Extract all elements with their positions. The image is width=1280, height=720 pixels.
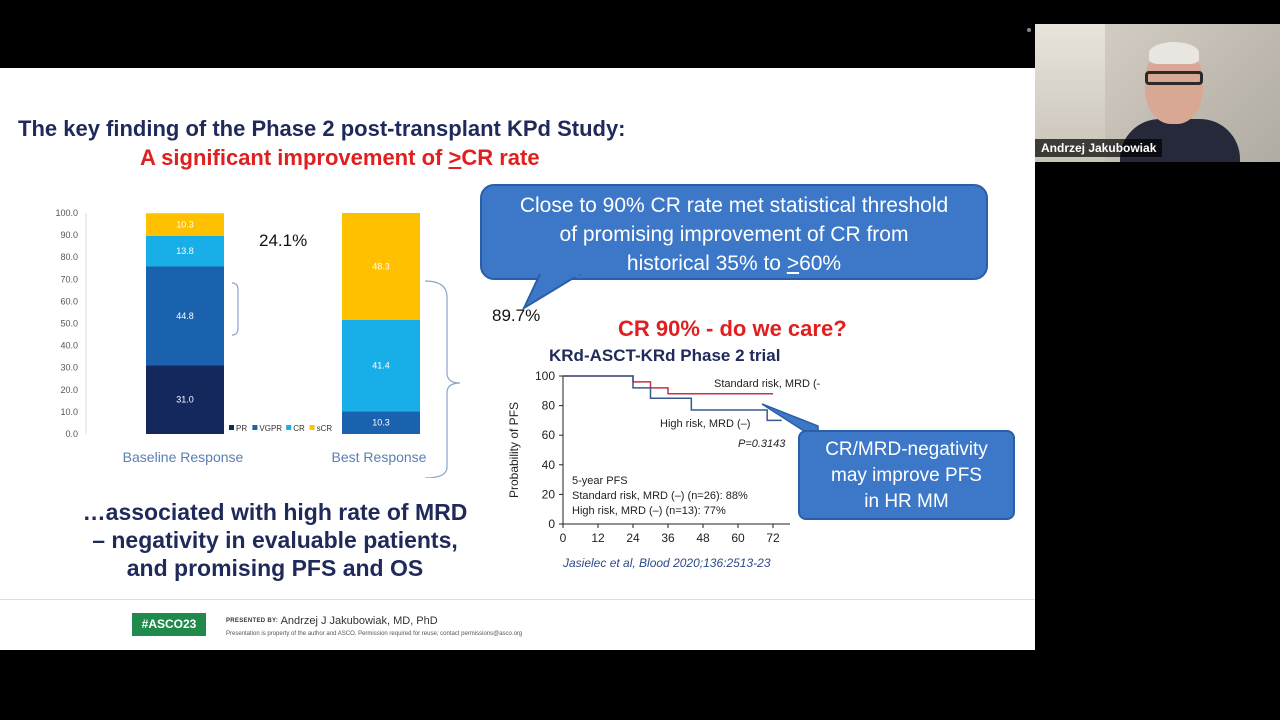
km-x-tick-label: 60 — [731, 531, 745, 545]
km-5yr-high: High risk, MRD (–) (n=13): 77% — [572, 505, 726, 517]
mrd-callout: CR/MRD-negativity may improve PFS in HR … — [798, 430, 1015, 520]
callout-line-1: Close to 90% CR rate met statistical thr… — [519, 194, 949, 217]
bracket-best — [424, 280, 461, 478]
legend-label: CR — [293, 424, 305, 433]
cr90-heading: CR 90% - do we care? — [618, 316, 847, 341]
bar-segment-cr — [342, 319, 420, 412]
legend-swatch — [252, 425, 258, 430]
bracket-baseline — [231, 282, 239, 336]
bracket-label-best: 89.7% — [492, 306, 541, 325]
y-tick-label: 40.0 — [60, 341, 78, 351]
presented-by-label: PRESENTED BY: — [226, 618, 279, 625]
y-tick-label: 90.0 — [60, 230, 78, 240]
bar-segment-scr — [146, 213, 224, 236]
y-tick-label: 30.0 — [60, 363, 78, 373]
response-bar-chart: 0.0 10.0 20.0 30.0 40.0 50.0 60.0 70.0 80.0 90.0 1… — [55, 208, 461, 478]
presentation-slide: The key finding of the Phase 2 post-tran… — [0, 68, 1035, 650]
subtitle-pre: A significant improvement of — [140, 145, 449, 170]
cr-rate-callout: Close to 90% CR rate met statistical thr… — [480, 184, 988, 280]
slide-subtitle: A significant improvement of >CR rate — [140, 145, 540, 171]
callout-gte-symbol: > — [786, 252, 800, 275]
callout-line-3: historical 35% to >60% — [482, 249, 986, 278]
asco-hashtag-badge: #ASCO23 — [132, 613, 206, 636]
km-y-tick-label: 60 — [542, 428, 556, 442]
citation: Jasielec et al, Blood 2020;136:2513-23 — [563, 556, 771, 570]
assoc-line-3: and promising PFS and OS — [126, 555, 424, 581]
y-tick-label: 10.0 — [60, 407, 78, 417]
mrd-callout-line-2: may improve PFS — [831, 465, 982, 486]
subtitle-post: CR rate — [461, 145, 540, 170]
legend-label: PR — [236, 424, 247, 433]
slide-title: The key finding of the Phase 2 post-tran… — [18, 116, 626, 141]
km-x-tick-label: 72 — [766, 531, 780, 545]
km-y-tick-label: 100 — [535, 369, 555, 383]
bar-data-label: 31.0 — [176, 395, 194, 405]
category-label: Best Response — [332, 449, 427, 465]
km-annotation-high: High risk, MRD (–) — [660, 418, 750, 430]
legend-swatch — [286, 425, 292, 430]
callout-tail — [521, 274, 582, 310]
legend-swatch — [229, 425, 234, 430]
callout-line-2: of promising improvement of CR from — [559, 223, 909, 246]
km-x-tick-label: 36 — [661, 531, 675, 545]
callout-line-3-pre: historical 35% to — [626, 252, 787, 275]
km-annotation-standard: Standard risk, MRD (–) — [714, 378, 820, 390]
bar-data-label: 10.3 — [176, 220, 194, 230]
km-pvalue: P=0.3143 — [738, 438, 786, 450]
footer-divider — [0, 599, 1035, 600]
bar-segment-scr — [342, 213, 420, 320]
km-x-tick-label: 48 — [696, 531, 710, 545]
km-x-tick-label: 24 — [626, 531, 640, 545]
km-5yr-heading: 5-year PFS — [572, 475, 628, 487]
bar-data-label: 48.3 — [372, 261, 390, 271]
bracket-label-baseline: 24.1% — [259, 231, 308, 250]
y-tick-label: 60.0 — [60, 296, 78, 306]
pfs-km-chart: 0 20 40 60 80 100 0 12 24 36 48 60 72 Probability of … — [507, 369, 820, 545]
km-y-tick-label: 0 — [548, 517, 555, 531]
y-tick-label: 20.0 — [60, 385, 78, 395]
presented-by: PRESENTED BY: Andrzej J Jakubowiak, MD, … — [226, 615, 438, 627]
krd-trial-heading: KRd-ASCT-KRd Phase 2 trial — [549, 346, 781, 365]
km-y-tick-label: 20 — [542, 487, 556, 501]
km-curve-high-risk — [563, 375, 782, 422]
callout-line-3-post: 60% — [799, 252, 842, 275]
window-dot — [1027, 28, 1031, 32]
participant-name-label: Andrzej Jakubowiak — [1035, 139, 1163, 157]
mrd-callout-line-3: in HR MM — [864, 491, 949, 512]
bar-data-label: 41.4 — [372, 360, 390, 370]
copyright-disclaimer: Presentation is property of the author a… — [226, 631, 523, 637]
webcam-video-tile[interactable]: Andrzej Jakubowiak — [1035, 24, 1280, 162]
y-tick-label: 80.0 — [60, 252, 78, 262]
category-label: Baseline Response — [123, 449, 244, 465]
webcam-person-hair — [1149, 42, 1199, 64]
assoc-line-2: – negativity in evaluable patients, — [92, 527, 458, 553]
bar-data-label: 13.8 — [176, 246, 194, 256]
km-x-tick-label: 0 — [560, 531, 567, 545]
km-y-tick-label: 40 — [542, 458, 556, 472]
mrd-association-text: …associated with high rate of MRD – nega… — [40, 498, 510, 582]
legend-label: sCR — [317, 424, 333, 433]
legend-label: VGPR — [259, 424, 282, 433]
km-y-tick-label: 80 — [542, 399, 556, 413]
y-tick-label: 0.0 — [65, 429, 78, 439]
presenter-name: Andrzej J Jakubowiak, MD, PhD — [280, 615, 438, 627]
webcam-person-glasses — [1145, 71, 1203, 85]
km-y-axis-label: Probability of PFS — [507, 402, 521, 498]
legend-swatch — [309, 425, 315, 430]
y-tick-label: 70.0 — [60, 274, 78, 284]
bar-segment-cr — [146, 235, 224, 267]
assoc-line-1: …associated with high rate of MRD — [82, 499, 468, 525]
bar-segment-vgpr — [146, 266, 224, 366]
bar-data-label: 44.8 — [176, 311, 194, 321]
km-x-tick-label: 12 — [591, 531, 605, 545]
y-tick-label: 100.0 — [55, 208, 78, 218]
bar-segment-pr — [146, 365, 224, 434]
bar-segment-vgpr — [342, 411, 420, 434]
subtitle-gte-symbol: > — [448, 145, 462, 170]
mrd-callout-line-1: CR/MRD-negativity — [825, 439, 988, 460]
km-5yr-standard: Standard risk, MRD (–) (n=26): 88% — [572, 490, 748, 502]
bar-data-label: 10.3 — [372, 418, 390, 428]
y-tick-label: 50.0 — [60, 319, 78, 329]
